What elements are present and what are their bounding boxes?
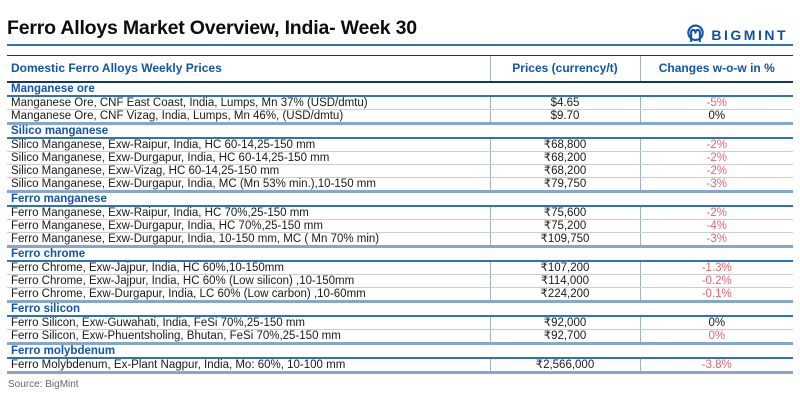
price-row: Ferro Silicon, Exw-Phuentsholing, Bhutan… <box>7 329 793 345</box>
section-row: Ferro manganese <box>7 191 793 207</box>
product-cell: Ferro Manganese, Exw-Durgapur, India, HC… <box>7 219 490 233</box>
change-cell: -2% <box>639 205 793 220</box>
price-row: Ferro Manganese, Exw-Durgapur, India, 10… <box>7 232 793 248</box>
product-cell: Silico Manganese, Exw-Vizag, HC 60-14,25… <box>7 164 490 178</box>
title-underline <box>7 44 793 46</box>
change-cell: -2% <box>639 137 793 152</box>
product-cell: Silico Manganese, Exw-Durgapur, India, M… <box>7 177 490 193</box>
price-cell: $9.70 <box>489 109 640 125</box>
brand-wordmark: BIGMINT <box>711 26 788 43</box>
product-cell: Ferro Chrome, Exw-Durgapur, India, LC 60… <box>7 287 490 303</box>
change-cell: -3.8% <box>639 357 793 374</box>
price-row: Silico Manganese, Exw-Vizag, HC 60-14,25… <box>7 164 793 178</box>
bigmint-monogram-icon <box>687 24 705 43</box>
price-row: Ferro Silicon, Exw-Guwahati, India, FeSi… <box>7 315 793 330</box>
section-row: Silico manganese <box>7 123 793 139</box>
price-cell: ₹224,200 <box>489 287 640 303</box>
product-cell: Manganese Ore, CNF East Coast, India, Lu… <box>7 95 490 110</box>
change-cell: -2% <box>639 164 793 178</box>
change-cell: -1.3% <box>639 260 793 275</box>
product-cell: Ferro Chrome, Exw-Jajpur, India, HC 60%,… <box>7 260 490 275</box>
change-cell: 0% <box>639 329 793 345</box>
price-cell: ₹75,200 <box>489 219 640 233</box>
change-cell: -5% <box>639 95 793 110</box>
section-row: Ferro chrome <box>7 246 793 262</box>
price-row: Ferro Manganese, Exw-Raipur, India, HC 7… <box>7 205 793 220</box>
price-row: Silico Manganese, Exw-Durgapur, India, H… <box>7 151 793 165</box>
product-cell: Ferro Chrome, Exw-Jajpur, India, HC 60% … <box>7 274 490 288</box>
section-title: Ferro silicon <box>7 301 793 317</box>
product-cell: Manganese Ore, CNF Vizag, India, Lumps, … <box>7 109 490 125</box>
section-title: Ferro manganese <box>7 191 793 207</box>
section-row: Ferro molybdenum <box>7 343 793 359</box>
change-cell: -4% <box>639 219 793 233</box>
price-cell: ₹114,000 <box>489 274 640 288</box>
section-row: Ferro silicon <box>7 301 793 317</box>
section-title: Ferro chrome <box>7 246 793 262</box>
page-title: Ferro Alloys Market Overview, India- Wee… <box>7 17 417 39</box>
column-header-product: Domestic Ferro Alloys Weekly Prices <box>7 55 490 83</box>
source-note: Source: BigMint <box>8 378 79 390</box>
price-cell: ₹79,750 <box>489 177 640 193</box>
price-row: Ferro Chrome, Exw-Jajpur, India, HC 60% … <box>7 274 793 288</box>
price-row: Manganese Ore, CNF Vizag, India, Lumps, … <box>7 109 793 125</box>
product-cell: Silico Manganese, Exw-Durgapur, India, H… <box>7 151 490 165</box>
price-row: Ferro Chrome, Exw-Durgapur, India, LC 60… <box>7 287 793 303</box>
report-page: BIGMINT Ferro Alloys Market Overview, In… <box>0 16 800 416</box>
price-cell: ₹68,800 <box>489 137 640 152</box>
product-cell: Silico Manganese, Exw-Raipur, India, HC … <box>7 137 490 152</box>
ferro-alloys-price-table: Domestic Ferro Alloys Weekly Prices Pric… <box>7 55 793 374</box>
price-row: Silico Manganese, Exw-Durgapur, India, M… <box>7 177 793 193</box>
change-cell: -0.1% <box>639 287 793 303</box>
price-cell: ₹2,566,000 <box>489 357 640 374</box>
change-cell: -0.2% <box>639 274 793 288</box>
product-cell: Ferro Molybdenum, Ex-Plant Nagpur, India… <box>7 357 490 374</box>
price-cell: $4.65 <box>489 95 640 110</box>
price-row: Ferro Molybdenum, Ex-Plant Nagpur, India… <box>7 357 793 374</box>
bigmint-logo: BIGMINT <box>685 24 788 45</box>
product-cell: Ferro Silicon, Exw-Guwahati, India, FeSi… <box>7 315 490 330</box>
price-row: Ferro Chrome, Exw-Jajpur, India, HC 60%,… <box>7 260 793 275</box>
change-cell: -3% <box>639 177 793 193</box>
price-cell: ₹107,200 <box>489 260 640 275</box>
price-row: Ferro Manganese, Exw-Durgapur, India, HC… <box>7 219 793 233</box>
product-cell: Ferro Silicon, Exw-Phuentsholing, Bhutan… <box>7 329 490 345</box>
change-cell: -3% <box>639 232 793 248</box>
price-cell: ₹75,600 <box>489 205 640 220</box>
section-title: Ferro molybdenum <box>7 343 793 359</box>
price-cell: ₹68,200 <box>489 151 640 165</box>
price-cell: ₹92,700 <box>489 329 640 345</box>
change-cell: 0% <box>639 109 793 125</box>
table-header-row: Domestic Ferro Alloys Weekly Prices Pric… <box>7 55 793 83</box>
price-cell: ₹109,750 <box>489 232 640 248</box>
price-row: Silico Manganese, Exw-Raipur, India, HC … <box>7 137 793 152</box>
product-cell: Ferro Manganese, Exw-Durgapur, India, 10… <box>7 232 490 248</box>
section-row: Manganese ore <box>7 81 793 97</box>
change-cell: 0% <box>639 315 793 330</box>
price-cell: ₹92,000 <box>489 315 640 330</box>
price-row: Manganese Ore, CNF East Coast, India, Lu… <box>7 95 793 110</box>
column-header-price: Prices (currency/t) <box>489 55 640 83</box>
price-cell: ₹68,200 <box>489 164 640 178</box>
product-cell: Ferro Manganese, Exw-Raipur, India, HC 7… <box>7 205 490 220</box>
change-cell: -2% <box>639 151 793 165</box>
column-header-change: Changes w-o-w in % <box>639 55 793 83</box>
section-title: Silico manganese <box>7 123 793 139</box>
section-title: Manganese ore <box>7 81 793 97</box>
